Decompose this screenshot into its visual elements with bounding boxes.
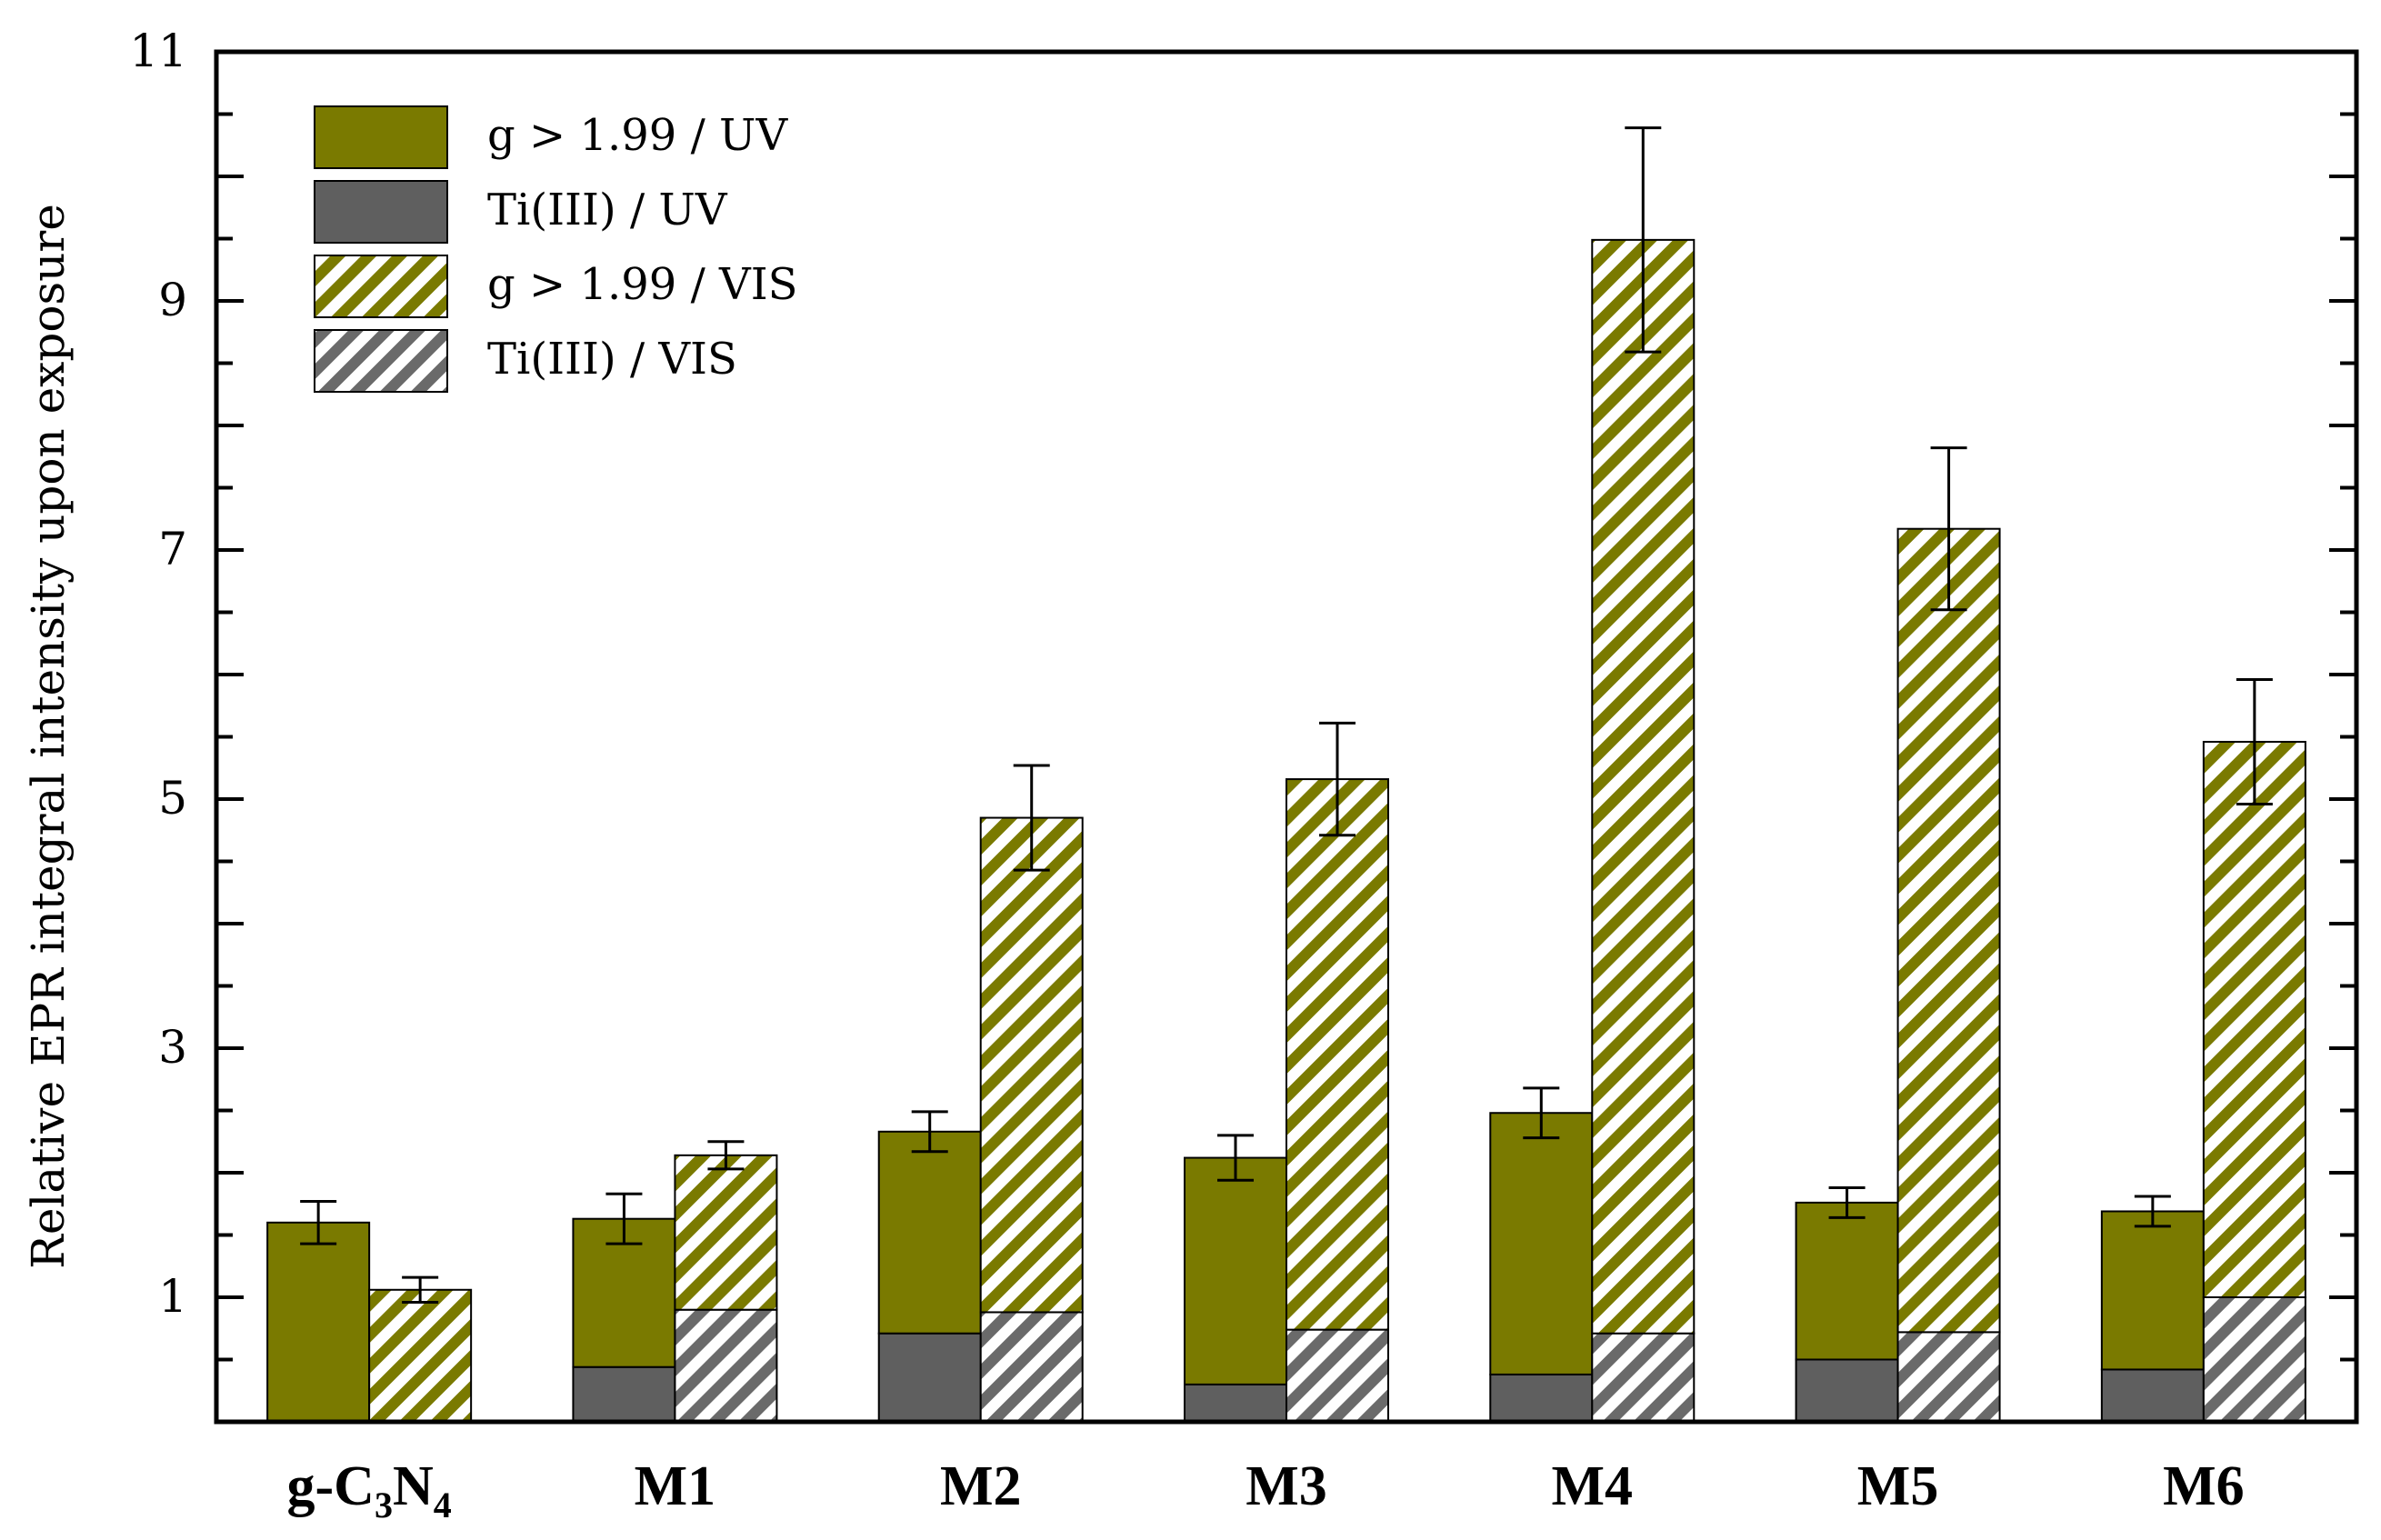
x-tick-label-part: M3 — [1246, 1455, 1327, 1517]
bar-ti-vis — [1286, 1328, 1389, 1423]
error-bar-vis — [2236, 677, 2273, 805]
x-tick-label-subscript: 4 — [434, 1485, 452, 1525]
x-tick-label-part: M5 — [1857, 1455, 1939, 1517]
x-tick-label: M3 — [1246, 1455, 1327, 1517]
y-tick-label: 1 — [158, 1270, 187, 1323]
x-axis: g-C3N4 M1 M2 M3 M4 M5 M6 — [287, 1455, 2245, 1525]
error-bar-vis — [1013, 764, 1050, 872]
bar-g-uv — [877, 1130, 982, 1335]
legend-swatch — [314, 105, 448, 169]
x-tick-label: M1 — [635, 1455, 716, 1517]
bar-g-vis — [2202, 740, 2306, 1298]
x-tick-label-part: M4 — [1552, 1455, 1634, 1517]
legend: g > 1.99 / UV Ti(III) / UV g > 1.99 / VIS T… — [314, 105, 798, 393]
bars-group — [266, 238, 2306, 1424]
bar-ti-vis — [979, 1311, 1084, 1423]
y-tick-label: 7 — [158, 523, 187, 575]
y-tick-label: 5 — [158, 772, 187, 825]
legend-label: g > 1.99 / VIS — [487, 259, 798, 310]
bar-ti-uv — [1184, 1383, 1287, 1424]
error-bar-vis — [1319, 721, 1356, 837]
x-tick-label-part: M2 — [940, 1455, 1022, 1517]
y-axis-title: Relative EPR integral intensity upon exp… — [22, 204, 75, 1269]
bar-ti-vis — [674, 1308, 778, 1423]
bar-g-uv — [1795, 1201, 1899, 1361]
x-tick-label-part: g-C — [287, 1455, 375, 1517]
bar-g-vis — [368, 1288, 473, 1424]
legend-swatch — [314, 329, 448, 393]
x-tick-label: M2 — [940, 1455, 1022, 1517]
error-bar-vis — [1625, 126, 1662, 354]
error-bar-uv — [1828, 1185, 1866, 1219]
x-tick-label-part: M6 — [2163, 1455, 2245, 1517]
error-bar-uv — [1217, 1134, 1254, 1182]
y-axis: 1 3 5 7 9 11 — [129, 25, 2356, 1424]
error-bars-group — [300, 126, 2273, 1304]
legend-swatch — [314, 255, 448, 318]
bar-g-uv — [266, 1221, 371, 1424]
bar-ti-vis — [1591, 1332, 1696, 1423]
x-tick-label-subscript: 3 — [375, 1485, 393, 1525]
bar-g-vis — [674, 1154, 778, 1311]
bar-g-vis — [1591, 238, 1696, 1335]
x-tick-label-part: M1 — [635, 1455, 716, 1517]
x-tick-label: M6 — [2163, 1455, 2245, 1517]
x-tick-label: M5 — [1857, 1455, 1939, 1517]
legend-label: Ti(III) / UV — [487, 185, 728, 235]
error-bar-uv — [911, 1110, 948, 1154]
legend-swatch — [314, 180, 448, 244]
error-bar-uv — [2134, 1195, 2171, 1228]
error-bar-vis — [1930, 446, 1967, 612]
error-bar-uv — [1523, 1086, 1560, 1140]
x-tick-label-part: N — [393, 1455, 434, 1517]
bar-ti-uv — [572, 1365, 676, 1423]
bar-g-uv — [2100, 1210, 2205, 1371]
y-tick-label: 3 — [158, 1021, 187, 1074]
error-bar-vis — [707, 1140, 745, 1171]
bar-g-vis — [1286, 778, 1389, 1331]
y-tick-label: 11 — [129, 25, 187, 77]
bar-g-vis — [1896, 527, 2001, 1334]
legend-label: g > 1.99 / UV — [487, 110, 788, 161]
bar-ti-uv — [877, 1332, 982, 1423]
bar-g-vis — [979, 816, 1084, 1314]
error-bar-vis — [402, 1275, 439, 1304]
bar-ti-uv — [1795, 1358, 1899, 1423]
legend-label: Ti(III) / VIS — [487, 334, 737, 385]
bar-ti-uv — [1489, 1373, 1594, 1423]
error-bar-uv — [300, 1200, 337, 1245]
bar-g-uv — [1184, 1156, 1287, 1385]
x-tick-label: g-C3N4 — [287, 1455, 452, 1525]
bar-ti-uv — [2100, 1368, 2205, 1423]
bar-ti-vis — [2202, 1296, 2306, 1423]
bar-ti-vis — [1896, 1331, 2001, 1423]
x-tick-label: M4 — [1552, 1455, 1634, 1517]
error-bar-uv — [605, 1192, 643, 1245]
y-tick-label: 9 — [158, 274, 187, 326]
bar-g-uv — [1489, 1112, 1594, 1375]
